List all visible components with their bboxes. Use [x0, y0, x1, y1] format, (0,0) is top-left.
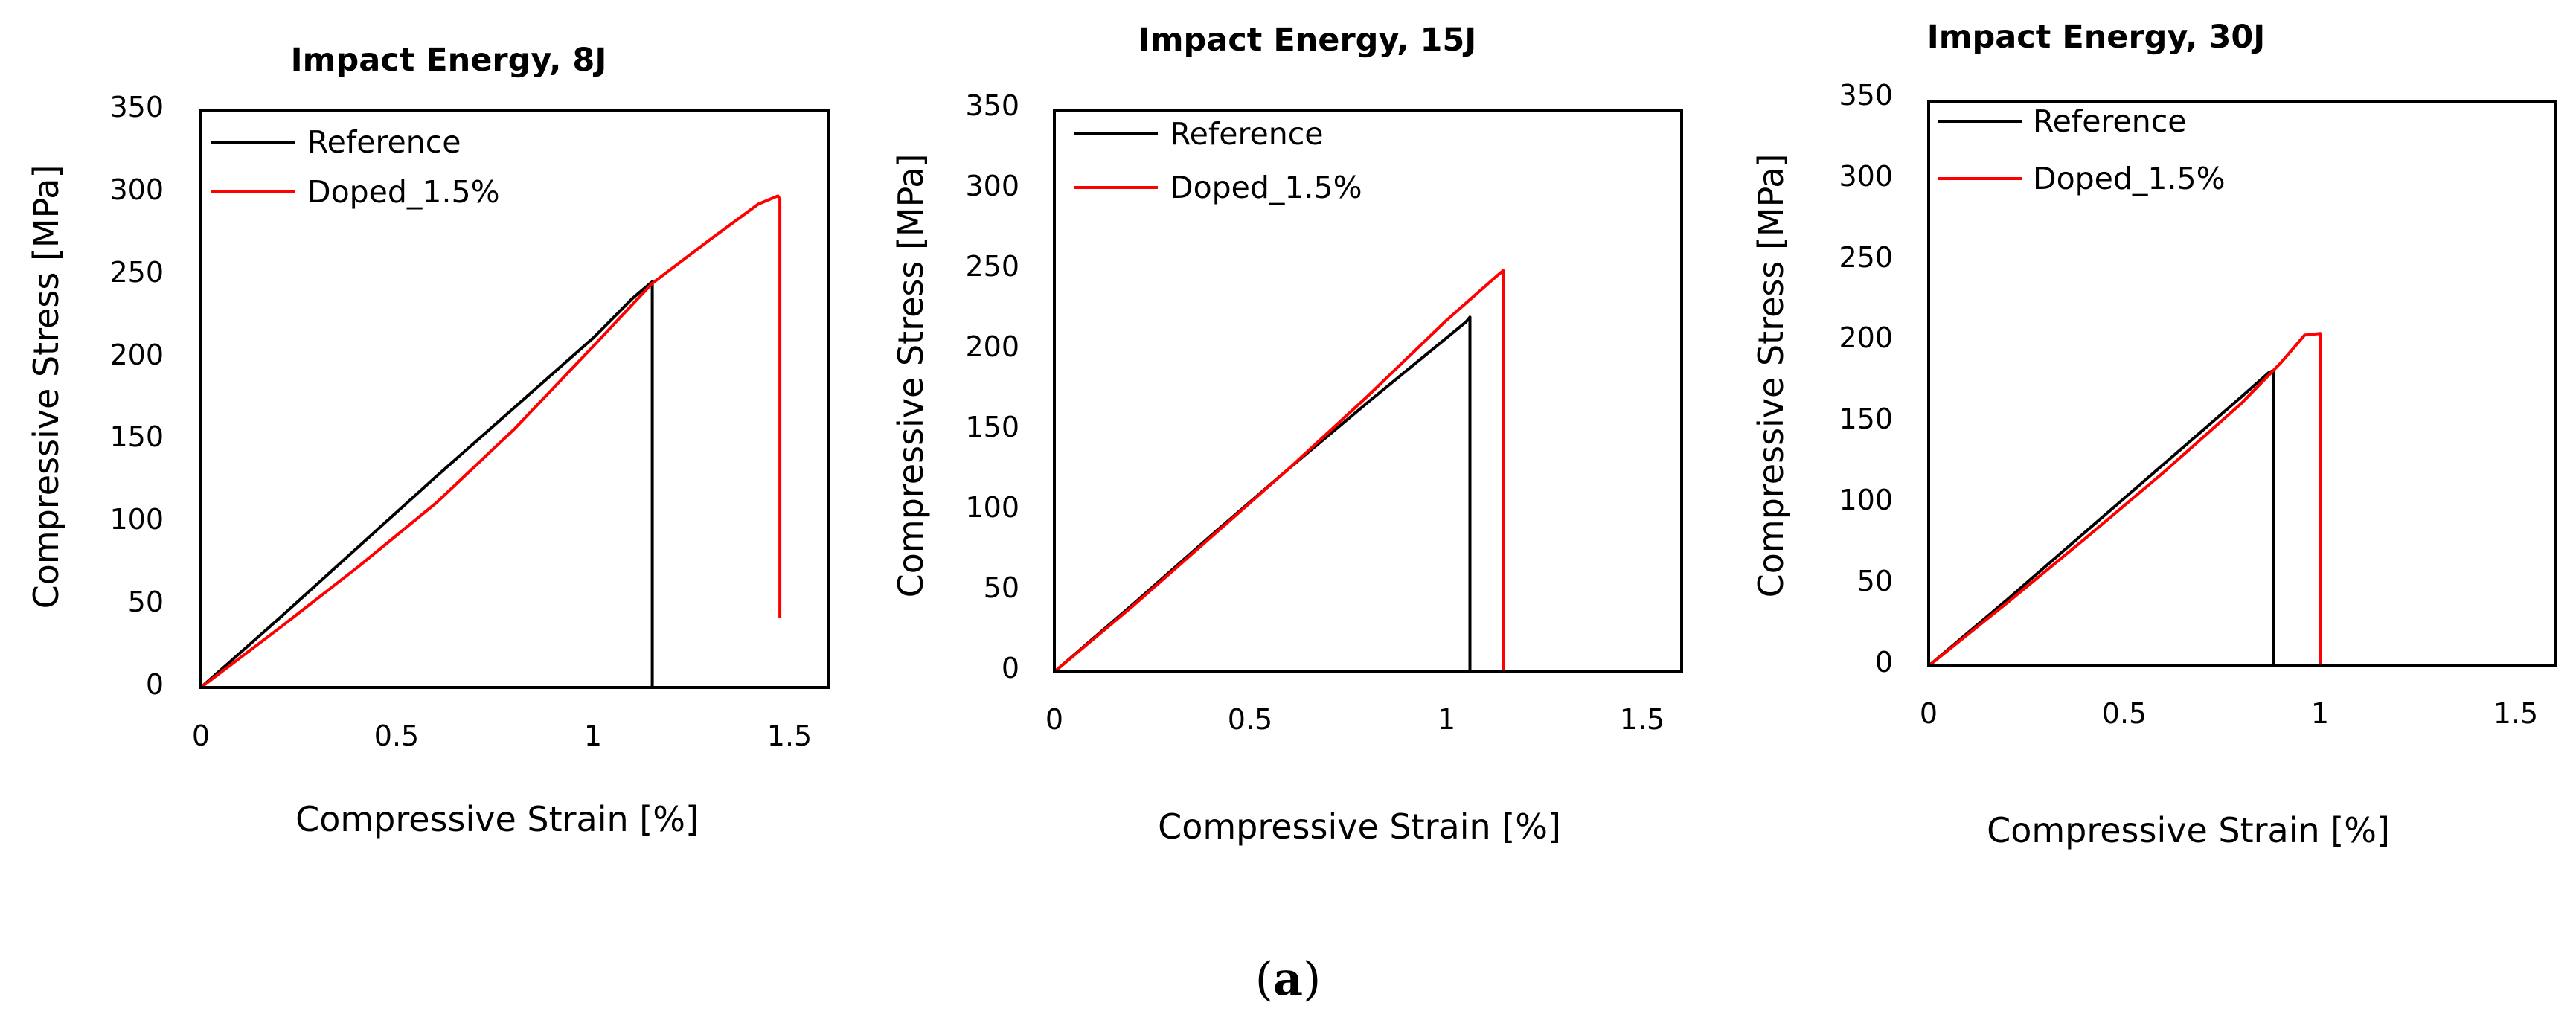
chart-title: Impact Energy, 30J [1927, 19, 2266, 56]
chart-x-ticks: 0 0.5 1 1.5 [1920, 697, 2538, 730]
legend: Reference Doped_1.5% [1938, 103, 2226, 196]
legend-label-doped: Doped_1.5% [1170, 170, 1362, 205]
x-tick-label: 1 [584, 719, 602, 752]
series-group [1053, 269, 1505, 673]
y-tick-label: 300 [1839, 160, 1893, 193]
y-axis-label: Compressive Stress [MPa] [891, 154, 931, 598]
y-tick-label: 150 [109, 420, 164, 453]
y-tick-label: 100 [109, 503, 164, 536]
legend: Reference Doped_1.5% [1074, 116, 1362, 205]
y-tick-label: 200 [965, 330, 1019, 363]
y-axis-label: Compressive Stress [MPa] [26, 165, 66, 609]
x-tick-label: 0.5 [374, 719, 419, 752]
y-tick-label: 300 [109, 173, 164, 206]
figure-caption: (a) [1255, 952, 1321, 1006]
chart-panel-30j: Impact Energy, 30J 0 50 100 150 200 250 … [1751, 19, 2557, 850]
caption-letter: a [1273, 952, 1303, 1006]
y-tick-label: 350 [1839, 79, 1893, 112]
series-line-doped-1-5 [199, 194, 782, 689]
y-tick-label: 50 [1857, 565, 1893, 597]
x-tick-label: 1.5 [767, 719, 812, 752]
series-group [1927, 332, 2322, 667]
y-tick-label: 50 [128, 586, 164, 618]
chart-x-ticks: 0 0.5 1 1.5 [192, 719, 812, 752]
y-tick-label: 0 [1875, 646, 1893, 679]
series-line-reference [199, 280, 654, 689]
x-tick-label: 0 [192, 719, 210, 752]
plot-frame [199, 109, 830, 689]
chart-title: Impact Energy, 15J [1138, 22, 1477, 59]
y-tick-label: 250 [109, 256, 164, 289]
legend-label-reference: Reference [1170, 116, 1323, 152]
legend: Reference Doped_1.5% [211, 124, 500, 210]
plot-frame [1927, 100, 2557, 667]
x-axis-label: Compressive Strain [%] [1158, 807, 1561, 847]
y-tick-label: 0 [1002, 652, 1019, 684]
caption-open-paren: ( [1255, 952, 1273, 1006]
chart-y-ticks: 0 50 100 150 200 250 300 350 [1839, 79, 1893, 679]
y-axis-label: Compressive Stress [MPa] [1751, 154, 1791, 598]
chart-title: Impact Energy, 8J [291, 42, 607, 79]
legend-label-reference: Reference [2033, 103, 2186, 139]
y-tick-label: 250 [965, 250, 1019, 283]
legend-label-doped: Doped_1.5% [2033, 161, 2226, 196]
x-tick-label: 0 [1045, 703, 1063, 736]
y-tick-label: 100 [1839, 484, 1893, 516]
x-tick-label: 0.5 [1228, 703, 1272, 736]
legend-label-reference: Reference [307, 124, 461, 160]
chart-y-ticks: 0 50 100 150 200 250 300 350 [109, 91, 164, 701]
x-tick-label: 0.5 [2102, 697, 2147, 730]
x-axis-label: Compressive Strain [%] [295, 799, 699, 839]
y-tick-label: 300 [965, 170, 1019, 202]
x-tick-label: 1.5 [2493, 697, 2538, 730]
series-line-doped-1-5 [1927, 332, 2322, 667]
y-tick-label: 0 [146, 668, 164, 701]
chart-y-ticks: 0 50 100 150 200 250 300 350 [965, 89, 1019, 684]
y-tick-label: 150 [965, 411, 1019, 443]
y-tick-label: 250 [1839, 241, 1893, 274]
x-tick-label: 0 [1920, 697, 1938, 730]
chart-x-ticks: 0 0.5 1 1.5 [1045, 703, 1665, 736]
chart-panel-8j: Impact Energy, 8J 0 50 100 150 200 250 3… [26, 42, 830, 839]
plot-frame [1053, 109, 1683, 673]
caption-close-paren: ) [1303, 952, 1321, 1006]
legend-label-doped: Doped_1.5% [307, 174, 500, 210]
x-axis-label: Compressive Strain [%] [1987, 810, 2390, 850]
chart-panel-15j: Impact Energy, 15J 0 50 100 150 200 250 … [891, 22, 1683, 847]
y-tick-label: 150 [1839, 403, 1893, 435]
series-line-doped-1-5 [1053, 269, 1505, 673]
y-tick-label: 200 [1839, 321, 1893, 354]
x-tick-label: 1 [1438, 703, 1455, 736]
series-group [199, 194, 782, 689]
y-tick-label: 200 [109, 339, 164, 371]
y-tick-label: 350 [965, 89, 1019, 122]
y-tick-label: 50 [984, 571, 1019, 604]
x-tick-label: 1.5 [1620, 703, 1665, 736]
y-tick-label: 100 [965, 491, 1019, 524]
y-tick-label: 350 [109, 91, 164, 124]
x-tick-label: 1 [2311, 697, 2329, 730]
